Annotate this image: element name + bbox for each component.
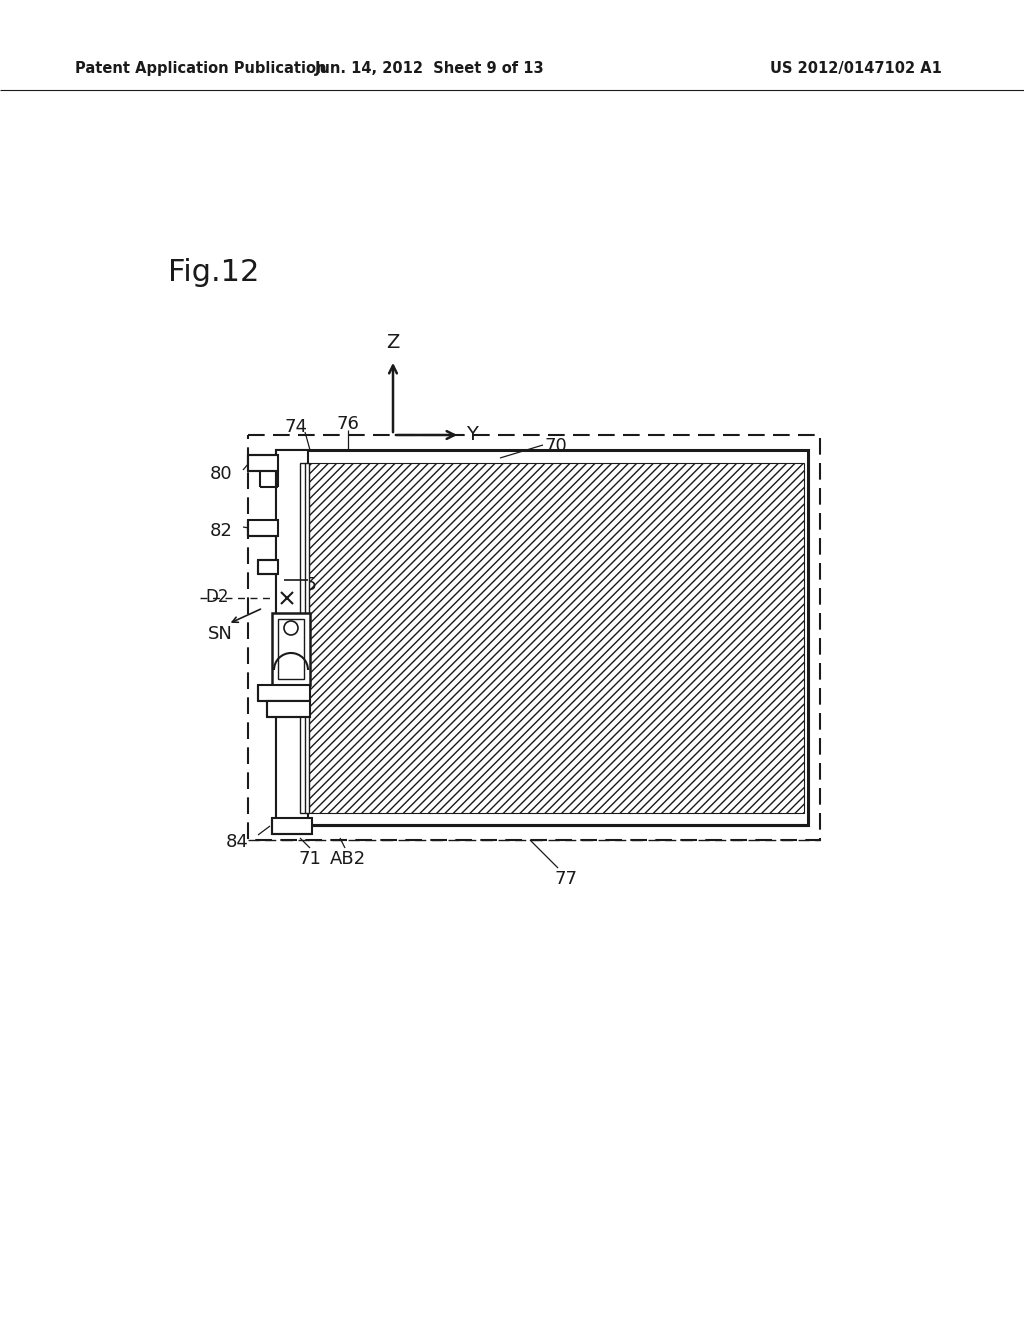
Text: 80: 80 xyxy=(210,465,232,483)
Text: 77: 77 xyxy=(555,870,578,888)
Bar xyxy=(248,520,278,536)
Text: 76: 76 xyxy=(336,414,358,433)
Text: 84: 84 xyxy=(226,833,249,851)
Text: 70: 70 xyxy=(545,437,567,455)
Text: 75: 75 xyxy=(295,576,318,594)
Bar xyxy=(248,455,278,471)
Text: Patent Application Publication: Patent Application Publication xyxy=(75,61,327,75)
Bar xyxy=(308,463,804,813)
Text: Z: Z xyxy=(386,333,399,352)
Bar xyxy=(272,612,310,685)
Bar xyxy=(278,619,304,678)
Bar xyxy=(248,436,820,840)
Text: 71: 71 xyxy=(299,850,322,869)
Bar xyxy=(276,450,308,825)
Bar xyxy=(308,463,804,813)
Text: D2: D2 xyxy=(205,587,228,606)
Text: Y: Y xyxy=(466,425,478,445)
Text: 74: 74 xyxy=(285,418,308,436)
Text: Fig.12: Fig.12 xyxy=(168,257,259,286)
Bar xyxy=(258,560,278,574)
Text: US 2012/0147102 A1: US 2012/0147102 A1 xyxy=(770,61,942,75)
Bar xyxy=(300,463,309,813)
Bar xyxy=(276,450,808,825)
Text: Jun. 14, 2012  Sheet 9 of 13: Jun. 14, 2012 Sheet 9 of 13 xyxy=(315,61,545,75)
Text: 82: 82 xyxy=(210,521,232,540)
Bar xyxy=(267,701,310,717)
Text: AB2: AB2 xyxy=(330,850,367,869)
Bar xyxy=(258,685,310,701)
Bar xyxy=(272,818,312,834)
Text: SN: SN xyxy=(208,624,232,643)
